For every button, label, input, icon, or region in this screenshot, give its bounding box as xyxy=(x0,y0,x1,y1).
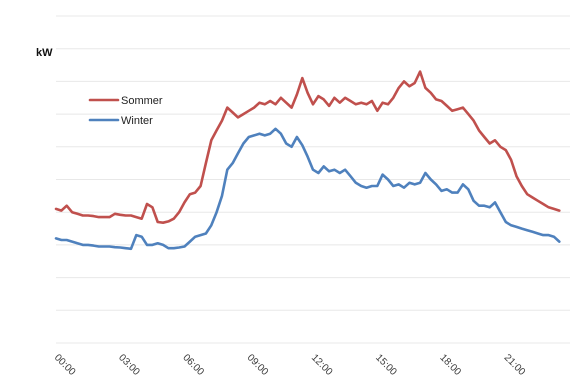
legend: Sommer Winter xyxy=(88,95,163,127)
series-line-sommer xyxy=(54,70,561,224)
y-axis-label: kW xyxy=(36,47,53,59)
legend-label-sommer: Sommer xyxy=(121,95,163,107)
series-lines xyxy=(54,70,561,251)
legend-label-winter: Winter xyxy=(121,115,153,127)
x-tick-label: 09:00 xyxy=(245,352,271,378)
x-axis-ticks: 00:00 03:00 06:00 09:00 12:00 15:00 18:00 21:00 xyxy=(52,352,528,378)
series-line-winter xyxy=(54,127,561,251)
x-tick-label: 06:00 xyxy=(180,352,206,378)
x-tick-label: 15:00 xyxy=(373,352,399,378)
x-tick-label: 00:00 xyxy=(52,352,78,378)
grid xyxy=(56,15,570,344)
x-tick-label: 18:00 xyxy=(437,352,463,378)
x-tick-label: 21:00 xyxy=(502,352,528,378)
x-tick-label: 03:00 xyxy=(116,352,142,378)
x-tick-label: 12:00 xyxy=(309,352,335,378)
